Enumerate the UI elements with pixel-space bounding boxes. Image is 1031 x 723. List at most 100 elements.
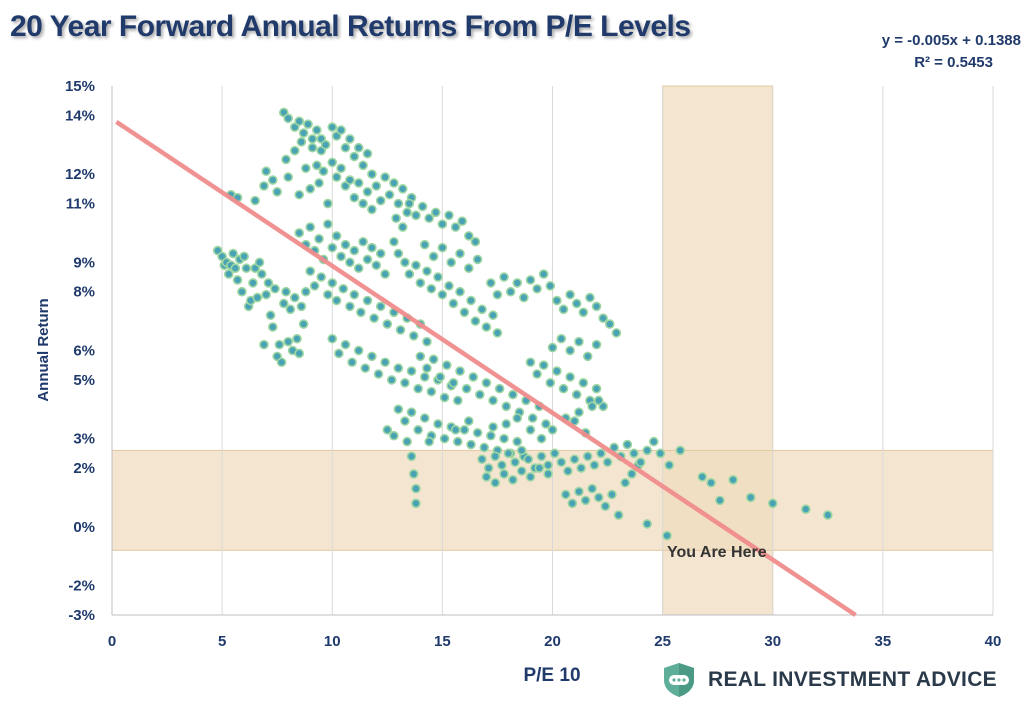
data-point (455, 286, 465, 297)
data-point (413, 383, 423, 394)
data-point (549, 448, 560, 459)
data-point (270, 283, 280, 294)
data-points (212, 107, 833, 541)
y-tick-label: 9% (73, 254, 95, 271)
data-point (488, 395, 498, 406)
data-point (501, 401, 512, 412)
data-point (508, 389, 518, 400)
y-tick-label: 3% (73, 431, 95, 448)
data-point (419, 372, 430, 382)
data-point (267, 175, 278, 185)
data-point (552, 366, 562, 376)
data-point (437, 219, 448, 229)
data-point (331, 231, 342, 241)
data-point (314, 178, 324, 188)
data-point (413, 425, 423, 435)
data-point (444, 281, 454, 291)
data-point (265, 310, 276, 321)
data-point (483, 463, 494, 473)
data-point (426, 283, 437, 294)
data-point (697, 472, 708, 482)
data-point (459, 307, 470, 318)
data-point (402, 436, 412, 447)
data-point (536, 451, 547, 462)
data-point (312, 160, 322, 171)
data-point (259, 339, 269, 350)
data-point (307, 134, 318, 144)
data-point (415, 278, 426, 288)
data-point (547, 425, 558, 435)
data-point (626, 469, 637, 479)
data-point (382, 319, 393, 329)
data-point (386, 375, 397, 385)
data-point (334, 348, 344, 359)
data-point (448, 298, 459, 309)
grid-lines (221, 86, 994, 615)
data-point (318, 166, 329, 177)
data-point (404, 269, 415, 279)
data-point (349, 151, 360, 162)
data-point (745, 492, 756, 503)
data-point (411, 483, 421, 494)
data-point (389, 236, 399, 247)
data-point (464, 231, 474, 241)
data-point (397, 222, 408, 232)
data-point (345, 134, 355, 144)
data-point (369, 313, 379, 323)
data-point (358, 198, 368, 209)
data-point (613, 510, 624, 520)
data-point (252, 292, 263, 303)
data-point (635, 457, 646, 467)
data-point (600, 501, 611, 512)
data-point (400, 378, 410, 388)
data-point (446, 257, 456, 268)
data-point (512, 436, 523, 447)
data-point (452, 395, 463, 406)
data-point (294, 189, 305, 200)
data-point (611, 328, 622, 338)
data-point (558, 383, 569, 394)
data-point (422, 363, 432, 373)
data-point (314, 234, 324, 244)
data-point (444, 210, 454, 221)
data-point (408, 469, 419, 479)
data-point (459, 425, 470, 435)
data-point (675, 445, 686, 456)
data-point (389, 178, 399, 188)
data-point (426, 386, 437, 397)
data-point (336, 251, 346, 262)
data-point (569, 454, 580, 465)
data-point (563, 466, 573, 476)
data-point (345, 175, 355, 185)
data-point (547, 342, 558, 353)
data-point (362, 295, 373, 306)
data-point (358, 160, 368, 171)
data-point (404, 198, 415, 209)
data-point (565, 289, 575, 300)
data-point (283, 113, 294, 124)
data-point (481, 322, 492, 332)
data-point (301, 163, 311, 174)
trendline-equation-box: y = -0.005x + 0.1388 R² = 0.5453 (882, 30, 1021, 74)
data-point (367, 242, 377, 253)
data-point (303, 119, 313, 130)
trendline (115, 119, 857, 617)
data-point (492, 289, 503, 300)
data-point (428, 251, 439, 262)
data-point (406, 366, 417, 376)
data-point (367, 204, 377, 215)
data-point (437, 242, 448, 253)
y-axis-title: Annual Return (35, 298, 52, 401)
data-point (237, 286, 247, 297)
data-point (353, 178, 364, 188)
data-point (441, 360, 452, 370)
trendline-layer (115, 119, 857, 617)
data-point (285, 304, 296, 315)
data-point (437, 289, 448, 300)
data-point (481, 378, 492, 388)
shield-icon (664, 663, 694, 697)
data-point (276, 357, 287, 368)
data-point (375, 248, 386, 259)
data-point (336, 125, 346, 135)
data-point (512, 413, 523, 423)
